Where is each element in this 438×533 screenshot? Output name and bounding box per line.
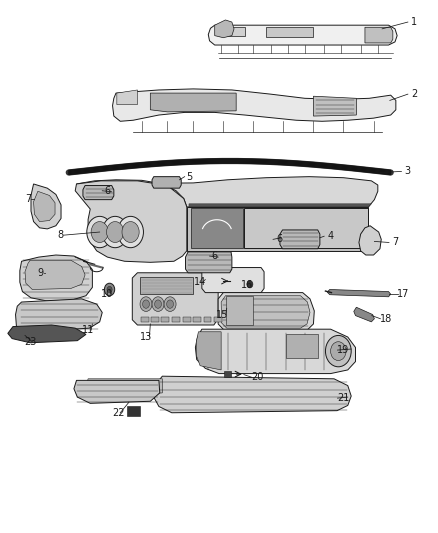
Text: 14: 14 [194,277,206,287]
Text: 16: 16 [241,280,253,290]
Polygon shape [286,334,318,358]
Polygon shape [219,27,245,36]
Polygon shape [208,25,397,45]
Circle shape [104,283,115,296]
Polygon shape [224,371,231,377]
Polygon shape [218,293,314,330]
Circle shape [331,342,346,360]
Polygon shape [15,299,102,332]
Text: 8: 8 [57,230,63,240]
Polygon shape [266,27,314,37]
Text: 2: 2 [411,89,417,99]
Polygon shape [83,185,114,200]
Circle shape [106,222,124,243]
Bar [162,317,169,322]
Circle shape [102,216,128,248]
Polygon shape [280,230,320,249]
Polygon shape [132,273,218,325]
Polygon shape [187,207,368,251]
Polygon shape [195,329,356,374]
Polygon shape [215,20,234,38]
Text: 19: 19 [337,345,350,355]
Circle shape [166,300,173,308]
Circle shape [140,297,152,311]
Circle shape [122,222,139,243]
Circle shape [247,280,253,288]
Circle shape [143,300,149,308]
Polygon shape [327,289,391,297]
Text: 13: 13 [140,332,152,342]
Text: 11: 11 [82,325,94,335]
Text: 9: 9 [38,268,44,278]
Text: 6: 6 [276,235,282,244]
Text: 21: 21 [337,393,350,403]
Bar [204,317,211,322]
Bar [172,317,180,322]
Polygon shape [365,27,393,43]
Polygon shape [154,376,351,413]
Text: 6: 6 [104,186,110,196]
Text: 5: 5 [186,172,192,182]
Polygon shape [25,260,85,289]
Text: 22: 22 [112,408,124,418]
Circle shape [91,222,108,243]
Bar [127,407,140,416]
Polygon shape [359,226,381,255]
Circle shape [164,297,176,311]
Text: 23: 23 [24,337,36,347]
Text: 15: 15 [216,310,229,320]
Circle shape [155,300,162,308]
Text: 18: 18 [380,314,392,324]
Polygon shape [117,90,138,104]
Polygon shape [226,296,253,325]
Polygon shape [152,176,181,188]
Text: 17: 17 [397,289,410,298]
Bar [193,317,201,322]
Circle shape [325,335,351,367]
Polygon shape [221,296,310,328]
Circle shape [87,216,113,248]
Polygon shape [8,325,86,343]
Polygon shape [244,208,368,248]
Polygon shape [86,379,162,396]
Bar [183,317,191,322]
Text: 20: 20 [251,372,264,382]
Circle shape [118,216,144,248]
Bar [141,317,148,322]
Text: 4: 4 [328,231,334,241]
Polygon shape [314,96,357,116]
Polygon shape [202,268,264,293]
Text: 6: 6 [212,251,218,261]
Text: 3: 3 [405,166,411,176]
Circle shape [152,297,164,311]
Polygon shape [75,181,187,262]
Polygon shape [186,252,232,273]
Polygon shape [74,381,160,403]
Polygon shape [31,184,61,229]
Polygon shape [77,176,378,207]
Bar [151,317,159,322]
Polygon shape [189,204,371,207]
Polygon shape [196,332,221,370]
Circle shape [107,286,112,293]
Text: 1: 1 [411,17,417,27]
Polygon shape [191,208,243,248]
Bar [214,317,222,322]
Polygon shape [354,307,374,322]
Polygon shape [20,255,92,301]
Polygon shape [150,93,236,112]
Polygon shape [34,191,55,222]
Text: 7: 7 [392,238,398,247]
Polygon shape [113,89,396,122]
Text: 7: 7 [25,193,31,204]
Text: 10: 10 [101,289,113,298]
Polygon shape [140,277,193,294]
